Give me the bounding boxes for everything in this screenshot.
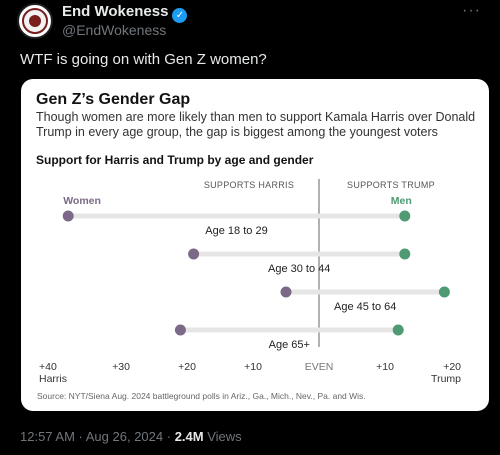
men-point: [399, 210, 411, 222]
row-label: Age 18 to 29: [205, 225, 267, 237]
chart-heading: Support for Harris and Trump by age and …: [36, 153, 314, 167]
card-subtitle: Though women are more likely than men to…: [36, 110, 476, 139]
x-tick-label: +10: [244, 361, 262, 373]
avatar-ring: [22, 8, 48, 34]
dumbbell-chart: SUPPORTS HARRIS SUPPORTS TRUMP Women Men…: [37, 179, 461, 401]
views-count: 2.4M: [174, 429, 204, 444]
x-axis-end-label: Harris: [39, 373, 67, 385]
women-point: [188, 248, 200, 260]
timestamp[interactable]: 12:57 AM · Aug 26, 2024: [20, 429, 164, 444]
display-name-text[interactable]: End Wokeness: [62, 3, 169, 20]
row-label: Age 65+: [269, 339, 310, 351]
men-point: [438, 286, 450, 298]
x-axis-end-label: Trump: [431, 373, 461, 385]
women-point: [280, 286, 292, 298]
tweet-text: WTF is going on with Gen Z women?: [20, 51, 267, 68]
women-point: [62, 210, 74, 222]
display-name[interactable]: End Wokeness ✓: [62, 3, 188, 23]
men-point: [392, 324, 404, 336]
women-point: [174, 324, 186, 336]
women-legend-label: Women: [63, 195, 101, 207]
footer-separator: ·: [166, 429, 172, 444]
verified-badge-icon: ✓: [172, 8, 188, 23]
more-options-icon[interactable]: ···: [462, 2, 481, 19]
row-label: Age 45 to 64: [334, 301, 396, 313]
avatar-emblem: [29, 15, 41, 27]
x-tick-label: +30: [112, 361, 130, 373]
x-tick-label: EVEN: [305, 361, 334, 373]
chart-source: Source: NYT/Siena Aug. 2024 battleground…: [37, 391, 366, 401]
media-card[interactable]: Gen Z’s Gender Gap Though women are more…: [21, 79, 489, 411]
card-title: Gen Z’s Gender Gap: [36, 91, 191, 108]
supports-trump-header: SUPPORTS TRUMP: [347, 180, 435, 190]
avatar[interactable]: [17, 3, 53, 39]
views-label: Views: [207, 429, 242, 444]
x-tick-label: +40: [39, 361, 57, 373]
supports-harris-header: SUPPORTS HARRIS: [204, 180, 294, 190]
tweet-footer: 12:57 AM · Aug 26, 2024 · 2.4M Views: [20, 429, 242, 444]
row-label: Age 30 to 44: [268, 263, 330, 275]
chart-rows: Age 18 to 29 Age 30 to 44 Age 45 to 64 Age …: [62, 210, 450, 351]
x-tick-label: +20: [178, 361, 196, 373]
men-legend-label: Men: [391, 195, 412, 207]
user-handle[interactable]: @EndWokeness: [62, 22, 167, 38]
x-tick-label: +20: [443, 361, 461, 373]
men-point: [399, 248, 411, 260]
x-tick-label: +10: [376, 361, 394, 373]
